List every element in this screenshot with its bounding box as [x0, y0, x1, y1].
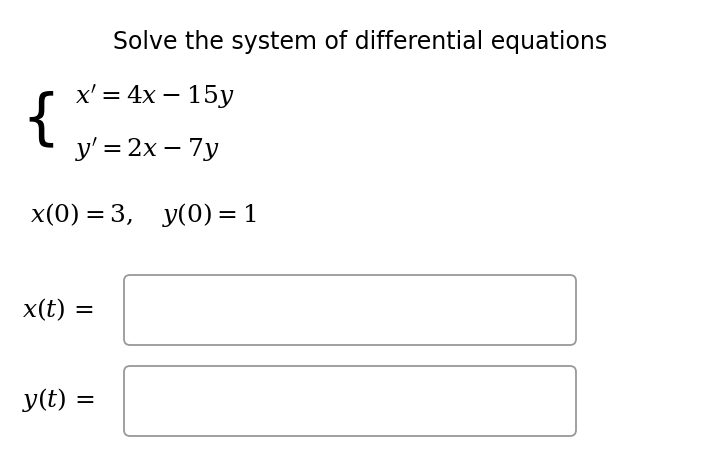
Text: Solve the system of differential equations: Solve the system of differential equatio… — [113, 30, 607, 54]
FancyBboxPatch shape — [124, 275, 576, 345]
Text: $x(t)$ =: $x(t)$ = — [22, 296, 94, 323]
Text: $x(0) = 3, \quad y(0) = 1$: $x(0) = 3, \quad y(0) = 1$ — [30, 201, 256, 229]
Text: $y' = 2x - 7y$: $y' = 2x - 7y$ — [75, 135, 220, 164]
FancyBboxPatch shape — [124, 366, 576, 436]
Text: $\{$: $\{$ — [22, 90, 55, 150]
Text: $x' = 4x - 15y$: $x' = 4x - 15y$ — [75, 83, 235, 111]
Text: $y(t)$ =: $y(t)$ = — [22, 385, 95, 413]
